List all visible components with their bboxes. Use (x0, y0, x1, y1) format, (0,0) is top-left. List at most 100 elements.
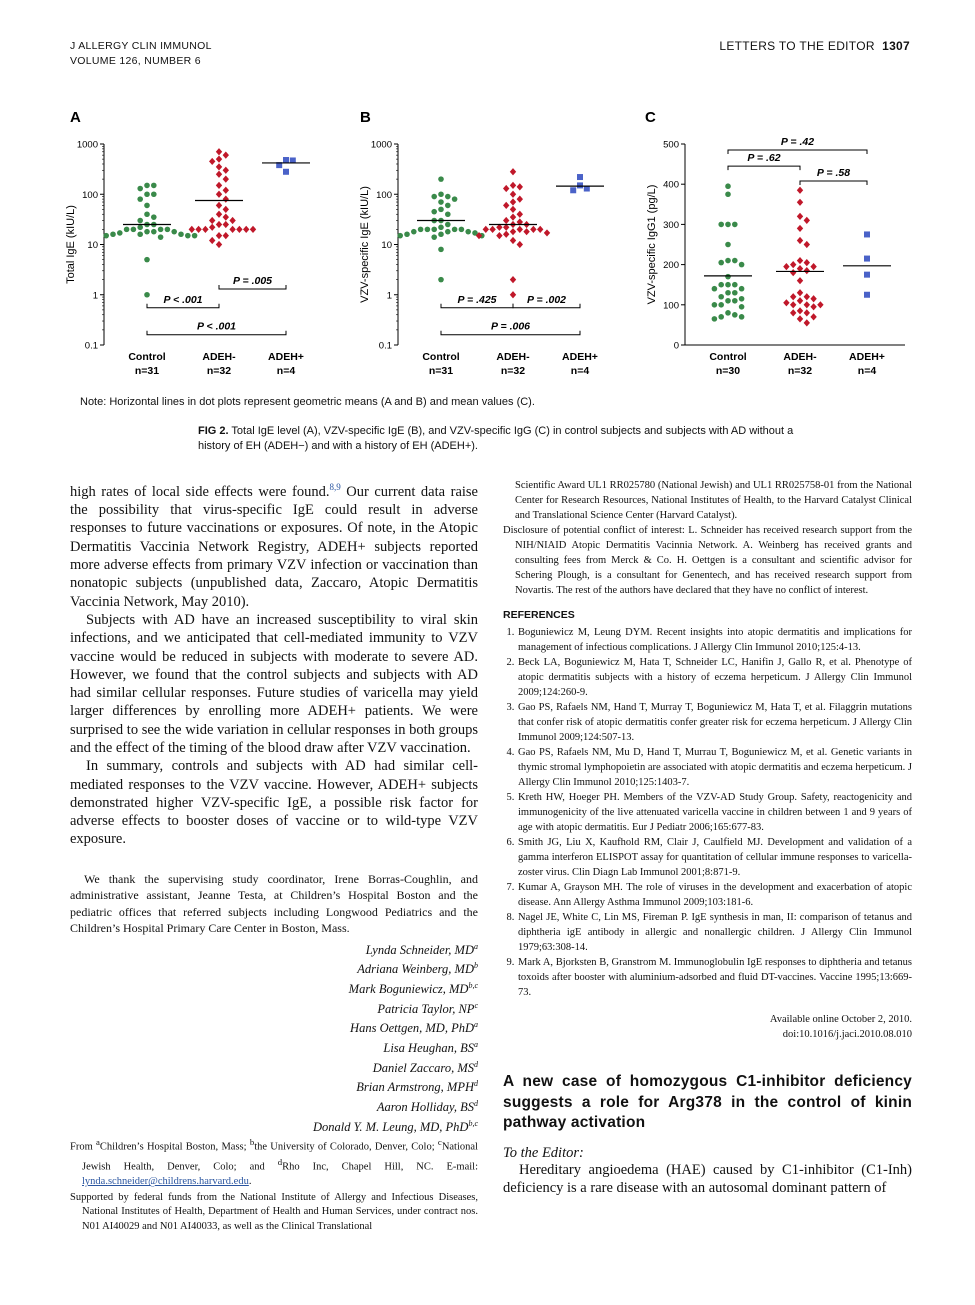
y-axis-label: Total IgE (kIU/L) (65, 205, 77, 284)
data-point (202, 225, 209, 233)
affil-a: Children’s Hospital Boston, Mass; (99, 1141, 250, 1153)
data-point (438, 206, 444, 213)
data-point (164, 226, 171, 233)
data-point (796, 236, 804, 245)
data-point (249, 225, 257, 233)
data-point (171, 228, 177, 235)
data-point (509, 205, 517, 213)
data-point (796, 307, 804, 315)
author-affiliation-marker: c (474, 1000, 478, 1010)
data-point (803, 319, 810, 327)
y-axis-label: VZV-specific IgE (kIU/L) (359, 186, 371, 303)
data-point (424, 226, 431, 233)
reference-1: Boguniewicz M, Leung DYM. Recent insight… (517, 625, 912, 655)
paragraph-2: Subjects with AD have an increased susce… (70, 611, 478, 756)
data-point (509, 276, 517, 284)
left-column: high rates of local side effects were fo… (70, 478, 478, 1234)
data-point (215, 232, 223, 240)
data-point (509, 291, 517, 299)
volume-info: VOLUME 126, NUMBER 6 (70, 55, 201, 67)
significance-bracket (727, 165, 801, 171)
y-tick-label: 100 (376, 190, 392, 201)
article-body: Hereditary angioedema (HAE) caused by C1… (503, 1161, 912, 1196)
data-point (215, 155, 223, 163)
data-point (817, 301, 824, 309)
data-point (732, 281, 738, 288)
p-value-label: P = .42 (781, 136, 814, 148)
data-point (732, 289, 738, 296)
data-point (732, 221, 738, 228)
data-point (503, 223, 510, 231)
right-column: Scientific Award UL1 RR025780 (National … (503, 478, 912, 1197)
data-point (516, 240, 523, 249)
p-value-label: P < .001 (163, 294, 202, 306)
data-point (732, 312, 738, 318)
data-point (144, 202, 150, 209)
affil-from: From (70, 1141, 97, 1153)
data-point (289, 157, 296, 164)
data-point (732, 297, 738, 304)
author-9: Aaron Holliday, BSd (70, 1096, 478, 1116)
data-point (718, 302, 724, 308)
y-tick-label: 10 (87, 240, 98, 251)
x-category-label: n=32 (501, 365, 525, 377)
data-point (137, 217, 143, 224)
paragraph-1-end: Our current data raise the possibility t… (70, 483, 478, 610)
affil-d: Rho Inc, Chapel Hill, NC. E-mail: (282, 1161, 478, 1173)
y-tick-label: 10 (381, 240, 392, 251)
data-point (711, 302, 718, 308)
data-point (195, 225, 202, 233)
data-point (790, 293, 797, 301)
citation-8-9[interactable]: 8,9 (329, 482, 341, 492)
data-point (570, 187, 577, 194)
data-point (222, 205, 229, 213)
y-tick-label: 500 (663, 140, 679, 151)
author-5: Hans Oettgen, MD, PhDa (70, 1017, 478, 1037)
data-point (438, 246, 444, 253)
data-point (191, 232, 198, 239)
data-point (215, 181, 223, 190)
data-point (790, 301, 797, 309)
paragraph-1: high rates of local side effects were fo… (70, 478, 478, 611)
x-category-label: ADEH+ (849, 351, 885, 363)
data-point (438, 176, 444, 182)
data-point (725, 289, 731, 296)
data-point (864, 255, 870, 262)
reference-6: Smith JG, Liu X, Kaufhold RM, Clair J, C… (517, 835, 912, 880)
data-point (810, 295, 817, 303)
data-point (725, 257, 731, 264)
reference-8: Nagel JE, White C, Lin MS, Fireman P. Ig… (517, 910, 912, 955)
data-point (718, 293, 724, 300)
data-point (718, 221, 724, 228)
author-name: Lisa Heughan, BS (383, 1041, 474, 1056)
author-name: Donald Y. M. Leung, MD, PhD (312, 1119, 469, 1134)
x-category-label: n=4 (858, 365, 877, 377)
data-point (803, 216, 810, 224)
email-link[interactable]: lynda.schneider@childrens.harvard.edu (82, 1176, 249, 1188)
x-category-label: n=4 (571, 365, 590, 377)
significance-bracket (218, 285, 287, 290)
data-point (151, 228, 157, 235)
data-point (472, 230, 478, 236)
significance-bracket (146, 330, 287, 336)
acknowledgments: We thank the supervising study coordinat… (70, 871, 478, 936)
data-point (530, 225, 537, 233)
author-name: Brian Armstrong, MPH (356, 1080, 474, 1095)
data-point (516, 183, 523, 191)
data-point (796, 212, 804, 220)
data-point (503, 201, 510, 209)
data-point (509, 236, 517, 245)
x-category-label: Control (709, 351, 746, 363)
data-point (438, 199, 444, 205)
data-point (516, 225, 523, 233)
x-category-label: n=4 (277, 365, 296, 377)
data-point (725, 297, 731, 304)
data-point (738, 285, 745, 292)
funding-continued: Scientific Award UL1 RR025780 (National … (515, 480, 912, 521)
data-point (810, 263, 817, 271)
x-category-label: Control (422, 351, 459, 363)
author-affiliation-marker: d (474, 1099, 478, 1109)
data-point (209, 216, 216, 225)
page-number: 1307 (882, 39, 910, 53)
data-point (583, 185, 590, 192)
